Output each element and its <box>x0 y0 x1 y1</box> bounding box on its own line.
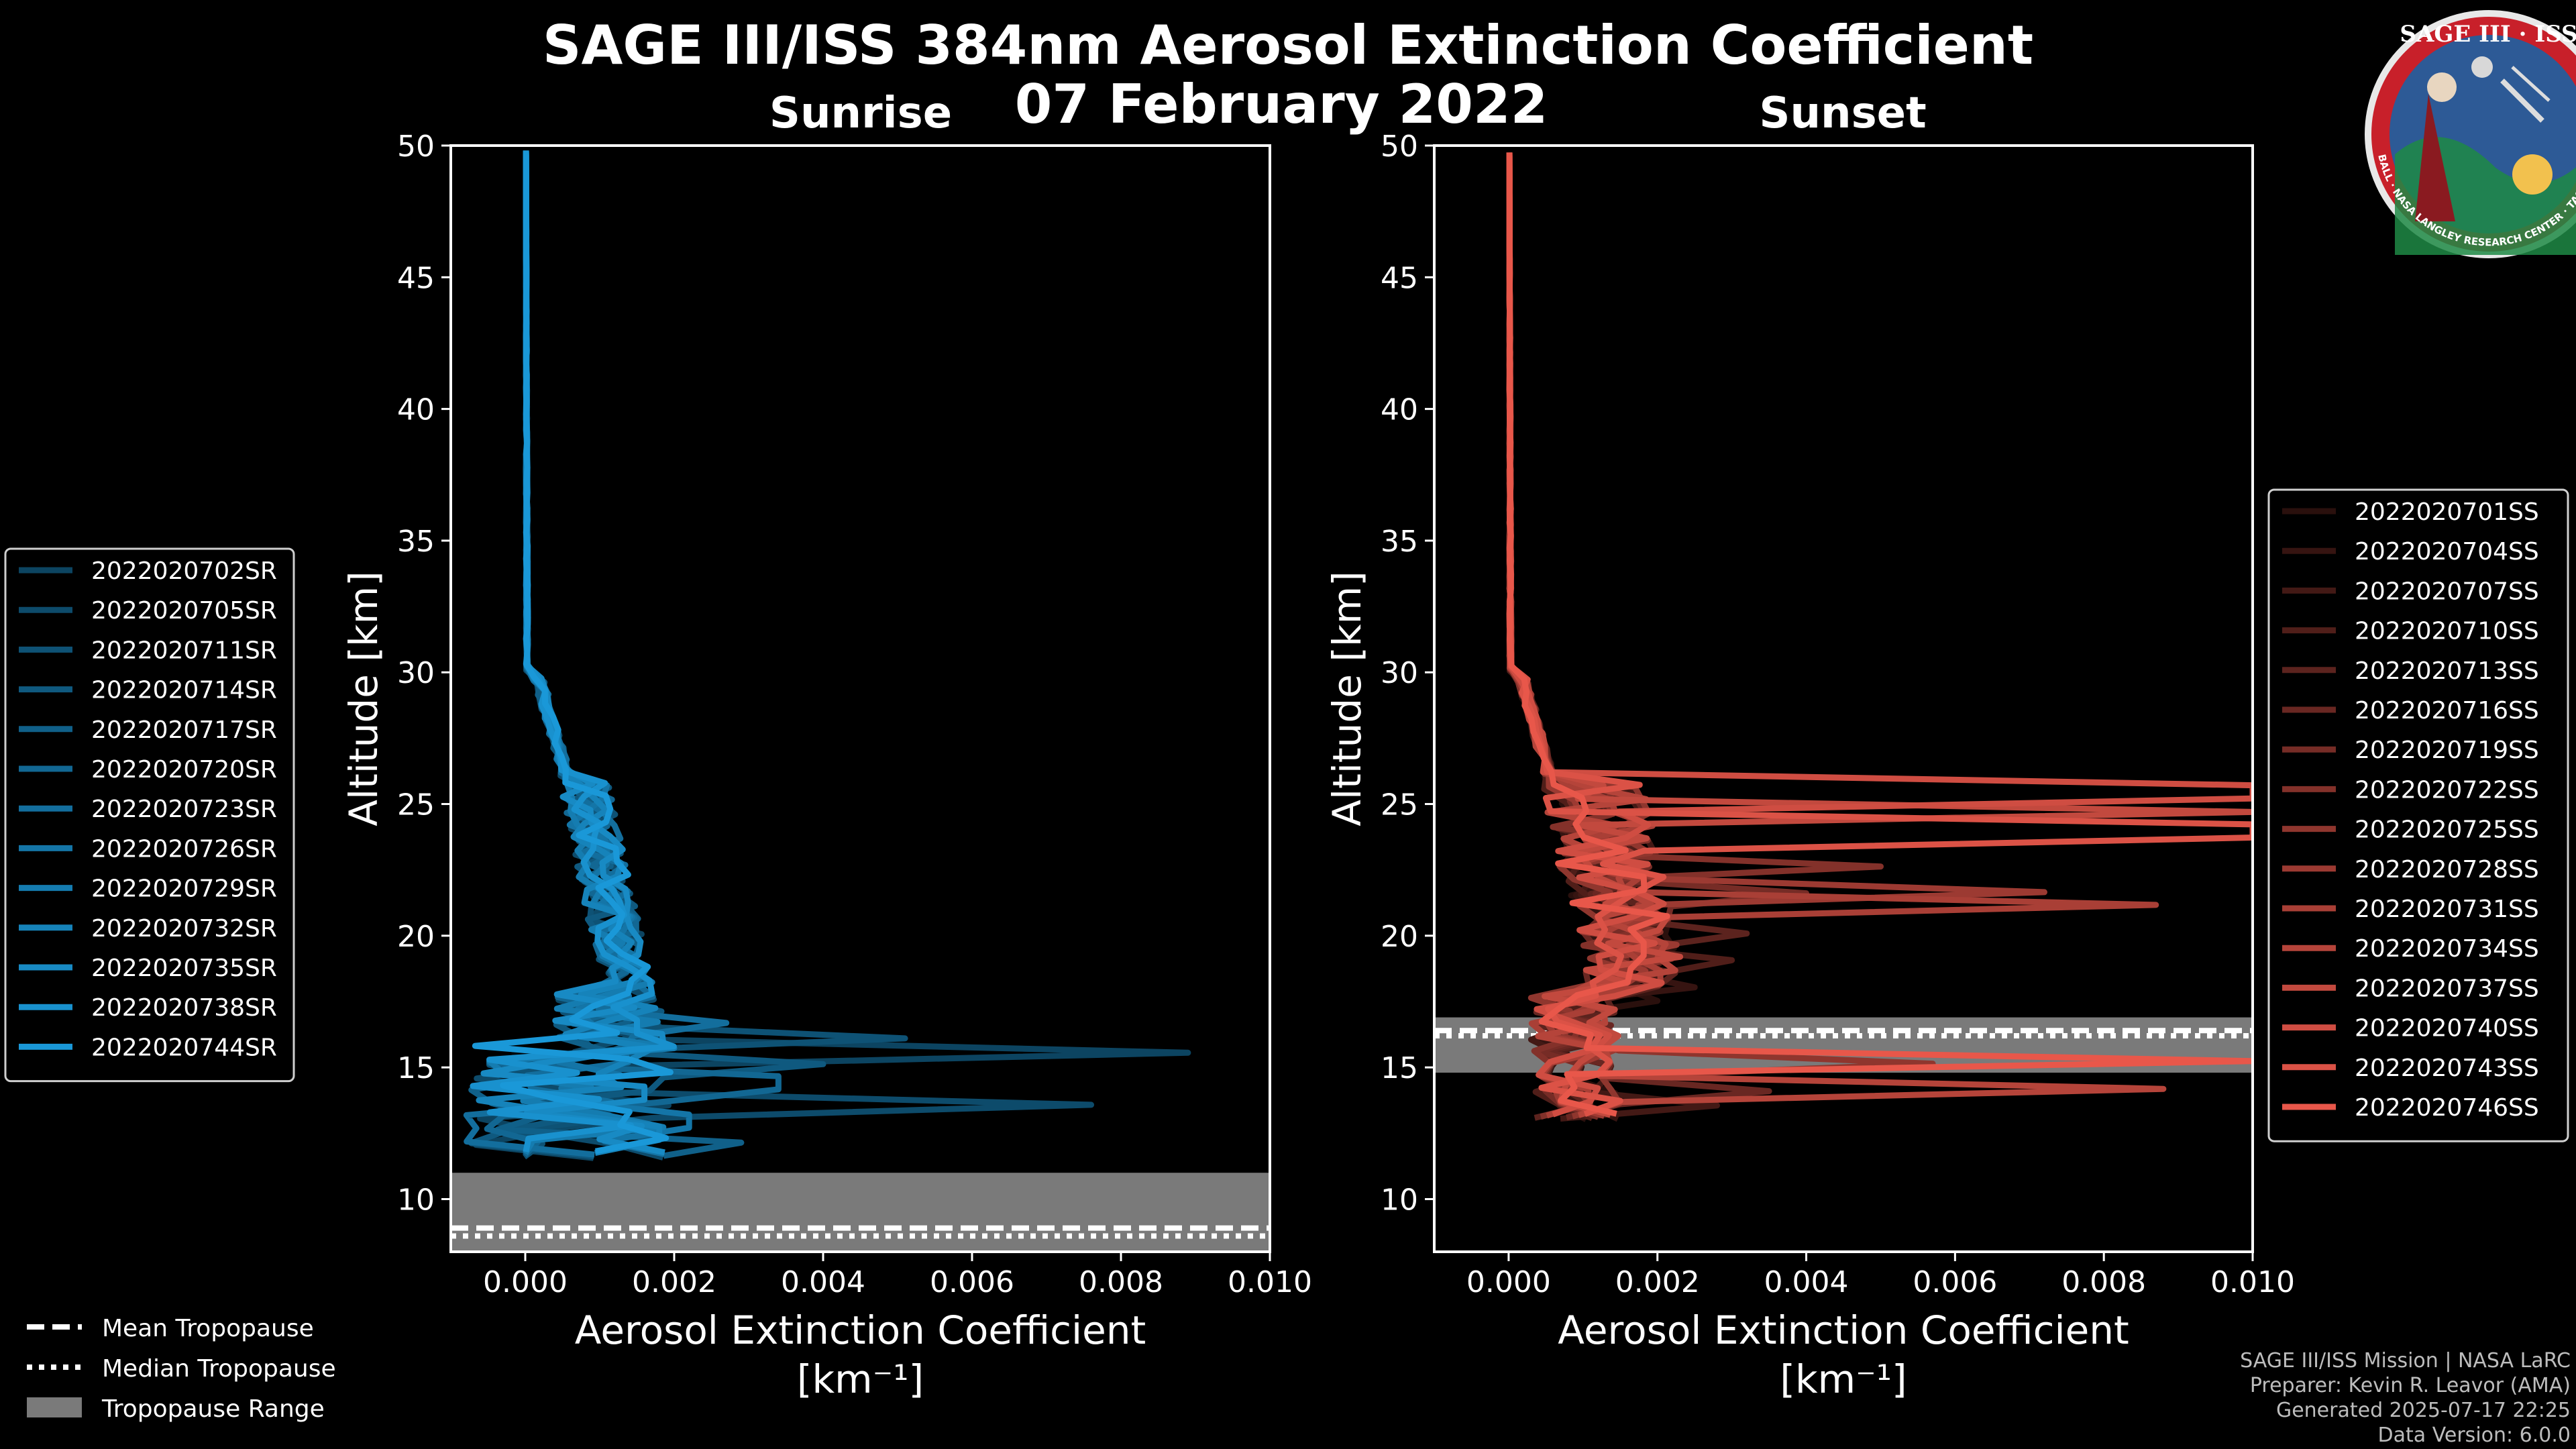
credit-line: SAGE III/ISS Mission | NASA LaRC <box>2240 1349 2571 1373</box>
legend-entry: 2022020723SR <box>91 796 277 823</box>
sunrise-legend: 2022020702SR 2022020705SR 2022020711SR 2022… <box>4 547 295 1083</box>
y-tick-label: 30 <box>1381 656 1418 690</box>
x-tick-label: 0.008 <box>1079 1265 1163 1299</box>
plot-area <box>1434 152 2253 1122</box>
legend-entry: 2022020737SS <box>2355 975 2539 1002</box>
legend-entry: 2022020714SR <box>91 677 277 704</box>
median-tropopause-label: Median Tropopause <box>102 1355 336 1383</box>
y-tick-label: 50 <box>397 129 435 164</box>
legend-entry: 2022020725SS <box>2355 816 2539 844</box>
legend-entry: 2022020744SR <box>91 1034 277 1061</box>
x-tick-label: 0.008 <box>2061 1265 2146 1299</box>
y-tick-label: 20 <box>1381 920 1418 954</box>
mean-tropopause-label: Mean Tropopause <box>102 1315 314 1342</box>
x-tick-label: 0.002 <box>1615 1265 1700 1299</box>
tropopause-range-band <box>451 1173 1270 1252</box>
legend-entry: 2022020746SS <box>2355 1094 2539 1122</box>
axes-frame <box>1433 144 2254 1253</box>
legend-entry: 2022020701SS <box>2355 498 2539 526</box>
logo-top-text: SAGE III · ISS <box>2400 21 2576 48</box>
y-tick-label: 45 <box>1381 261 1418 295</box>
legend-box <box>2267 488 2569 1142</box>
y-tick-label: 30 <box>397 656 435 690</box>
x-axis-label: Aerosol Extinction Coefficient <box>575 1307 1146 1353</box>
y-tick-label: 10 <box>1381 1183 1418 1217</box>
y-tick-label: 40 <box>1381 393 1418 427</box>
x-tick-label: 0.006 <box>1913 1265 1997 1299</box>
legend-entry: 2022020702SR <box>91 557 277 585</box>
y-axis-label: Altitude [km] <box>1324 571 1370 826</box>
legend-box <box>4 547 295 1083</box>
legend-entry: 2022020722SS <box>2355 776 2539 804</box>
plot-area <box>451 150 1270 1252</box>
credit-line: Data Version: 6.0.0 <box>2378 1424 2571 1447</box>
legend-entry: 2022020716SS <box>2355 697 2539 724</box>
y-tick-label: 20 <box>397 920 435 954</box>
y-axis-label: Altitude [km] <box>341 571 386 826</box>
legend-entry: 2022020729SR <box>91 875 277 903</box>
credits: SAGE III/ISS Mission | NASA LaRC Prepare… <box>2240 1349 2571 1447</box>
legend-entry: 2022020717SR <box>91 716 277 744</box>
x-tick-label: 0.002 <box>632 1265 716 1299</box>
credit-line: Generated 2025-07-17 22:25 <box>2276 1399 2571 1422</box>
sunset-legend: 2022020701SS 2022020704SS 2022020707SS 2022… <box>2267 488 2569 1142</box>
x-tick-label: 0.010 <box>1228 1265 1312 1299</box>
legend-entry: 2022020731SS <box>2355 896 2539 923</box>
x-axis-unit: [km⁻¹] <box>797 1356 924 1402</box>
legend-entry: 2022020738SR <box>91 994 277 1022</box>
y-tick-label: 15 <box>397 1051 435 1085</box>
figure-title: SAGE III/ISS 384nm Aerosol Extinction Co… <box>543 14 2033 76</box>
legend-entry: 2022020732SR <box>91 915 277 943</box>
legend-entry: 2022020720SR <box>91 756 277 784</box>
tropopause-range-swatch <box>27 1397 82 1417</box>
y-tick-label: 25 <box>1381 788 1418 822</box>
legend-entry: 2022020707SS <box>2355 578 2539 605</box>
y-tick-label: 35 <box>397 525 435 559</box>
profile-line-2022020744SR <box>472 150 674 1155</box>
sage-iii-iss-logo: SAGE III · ISS BALL · NASA LANGLEY RESEA… <box>2365 10 2576 258</box>
x-tick-label: 0.004 <box>781 1265 865 1299</box>
figure-date: 07 February 2022 <box>1015 73 1548 136</box>
legend-entry: 2022020726SR <box>91 835 277 863</box>
x-tick-label: 0.006 <box>930 1265 1014 1299</box>
sunset-panel: 10 15 20 25 30 35 40 45 50 0.000 0.002 0.004 0.006 0.… <box>1324 129 2295 1402</box>
y-tick-label: 15 <box>1381 1051 1418 1085</box>
legend-entry: 2022020711SR <box>91 637 277 664</box>
y-tick-label: 50 <box>1381 129 1418 164</box>
x-tick-label: 0.004 <box>1764 1265 1849 1299</box>
sunrise-panel: 10 15 20 25 30 35 40 45 50 0.000 0.002 0.004 0.006 0.… <box>341 129 1312 1402</box>
x-tick-label: 0.000 <box>1466 1265 1551 1299</box>
sunrise-panel-title: Sunrise <box>769 89 952 138</box>
credit-line: Preparer: Kevin R. Leavor (AMA) <box>2250 1374 2571 1397</box>
x-axis-unit: [km⁻¹] <box>1780 1356 1907 1402</box>
x-axis-label: Aerosol Extinction Coefficient <box>1558 1307 2129 1353</box>
sunset-panel-title: Sunset <box>1759 89 1926 138</box>
y-tick-label: 40 <box>397 393 435 427</box>
x-tick-label: 0.010 <box>2210 1265 2295 1299</box>
y-tick-label: 10 <box>397 1183 435 1217</box>
legend-entry: 2022020713SS <box>2355 657 2539 685</box>
axes-frame <box>449 144 1271 1253</box>
tropopause-range-label: Tropopause Range <box>101 1395 325 1423</box>
legend-entry: 2022020719SS <box>2355 737 2539 764</box>
legend-entry: 2022020743SS <box>2355 1055 2539 1082</box>
legend-entry: 2022020710SS <box>2355 618 2539 645</box>
legend-entry: 2022020735SR <box>91 955 277 982</box>
y-tick-label: 35 <box>1381 525 1418 559</box>
tropopause-legend: Mean Tropopause Median Tropopause Tropop… <box>27 1315 336 1423</box>
profile-line-2022020746SS <box>1506 152 2253 1117</box>
legend-entry: 2022020704SS <box>2355 538 2539 566</box>
legend-entry: 2022020705SR <box>91 597 277 625</box>
legend-entry: 2022020740SS <box>2355 1015 2539 1042</box>
y-tick-label: 45 <box>397 261 435 295</box>
y-tick-label: 25 <box>397 788 435 822</box>
legend-entry: 2022020728SS <box>2355 856 2539 883</box>
x-tick-label: 0.000 <box>483 1265 568 1299</box>
legend-entry: 2022020734SS <box>2355 935 2539 963</box>
